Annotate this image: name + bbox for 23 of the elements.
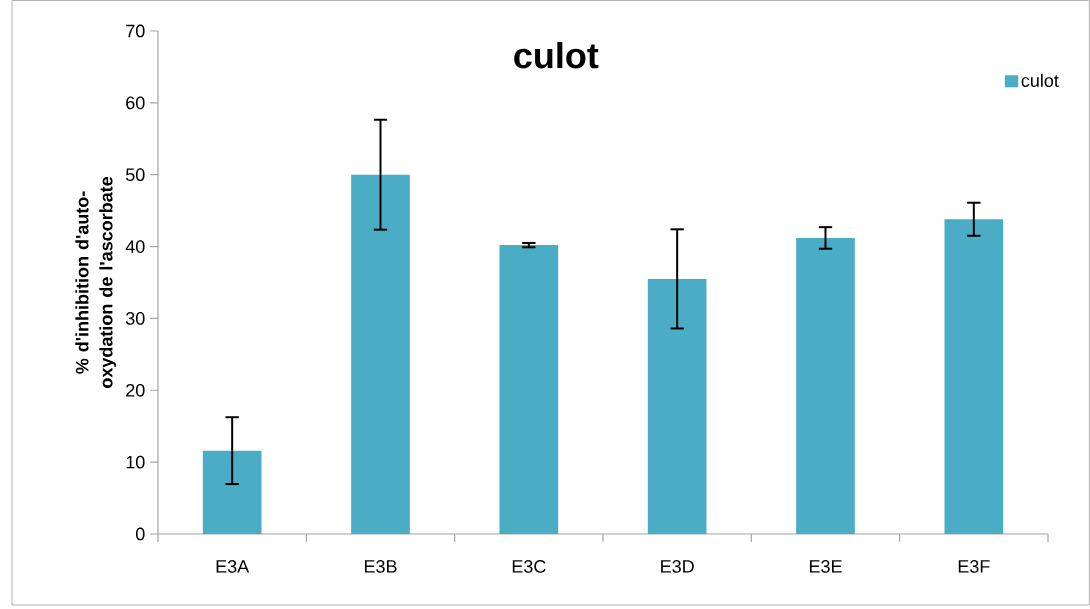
y-tick-label: 50: [125, 168, 145, 182]
bar: [647, 278, 707, 534]
y-tick-label: 0: [135, 527, 145, 541]
bar: [796, 237, 855, 534]
y-tick-label: 20: [126, 383, 145, 397]
legend-label: culot: [1021, 73, 1059, 87]
bar: [351, 174, 410, 534]
y-tick-label: 40: [125, 240, 145, 253]
bar: [202, 450, 262, 534]
x-tick-label: E3B: [364, 560, 397, 573]
y-axis-title: % d'inhibition d'auto-oxydation de l'ascorbate: [75, 176, 117, 388]
x-tick-label: E3F: [958, 560, 990, 573]
x-tick-label: E3E: [809, 560, 842, 573]
bar: [499, 245, 559, 534]
x-tick-label: E3A: [216, 560, 250, 573]
y-tick-label: 60: [126, 96, 145, 110]
x-tick-label: E3D: [661, 560, 694, 573]
x-tick-label: E3C: [512, 560, 546, 573]
chart-title: culot: [514, 41, 599, 69]
y-tick-label: 10: [126, 455, 145, 469]
bar: [944, 219, 1004, 534]
y-tick-label: 30: [125, 312, 145, 325]
y-tick-label: 70: [126, 24, 145, 38]
